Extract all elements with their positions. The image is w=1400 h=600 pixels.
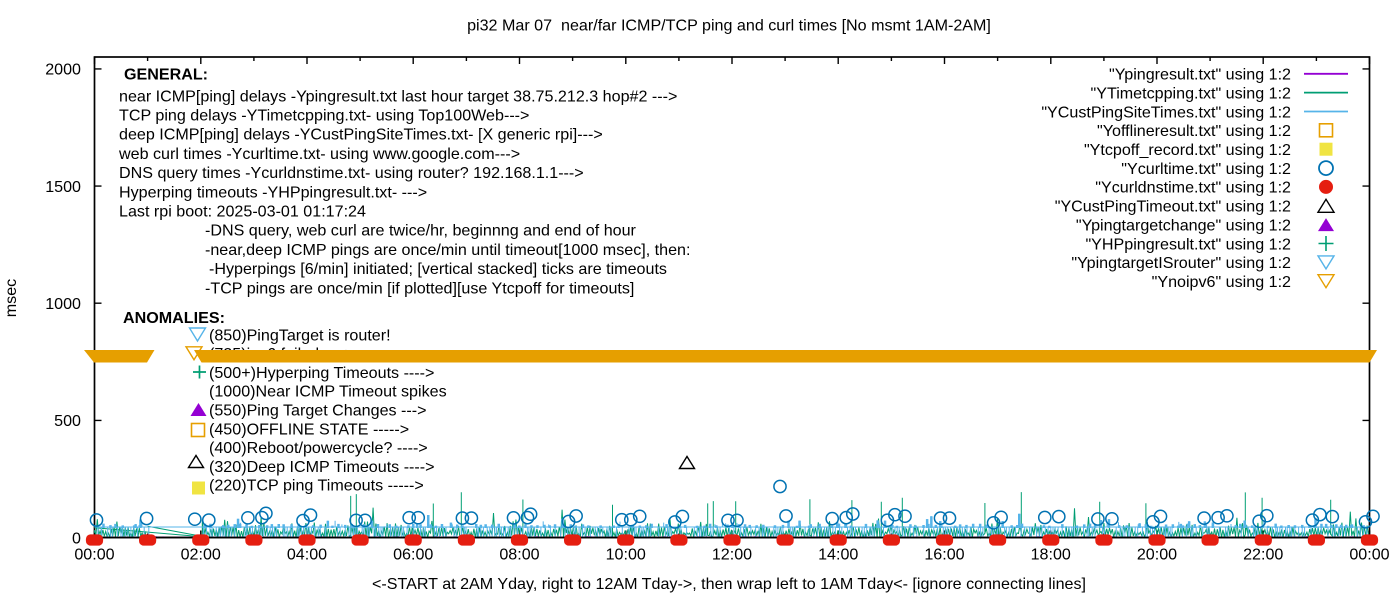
svg-text:deep ICMP[ping] delays -YCustP: deep ICMP[ping] delays -YCustPingSiteTim… — [119, 126, 603, 144]
svg-text:<-START at 2AM Yday, right to: <-START at 2AM Yday, right to 12AM Tday-… — [372, 575, 1086, 593]
svg-text:"Ynoipv6" using 1:2: "Ynoipv6" using 1:2 — [1152, 273, 1291, 291]
svg-text:06:00: 06:00 — [393, 546, 433, 564]
svg-text:(400)Reboot/powercycle? ---->: (400)Reboot/powercycle? ----> — [209, 439, 428, 457]
svg-text:web curl times -Ycurltime.txt-: web curl times -Ycurltime.txt- using www… — [118, 145, 520, 163]
svg-text:1500: 1500 — [45, 178, 81, 196]
svg-text:"Ycurldnstime.txt" using 1:2: "Ycurldnstime.txt" using 1:2 — [1095, 179, 1291, 197]
svg-text:"Ycurltime.txt" using 1:2: "Ycurltime.txt" using 1:2 — [1121, 160, 1291, 178]
svg-text:"YTimetcpping.txt" using 1:2: "YTimetcpping.txt" using 1:2 — [1091, 84, 1292, 102]
svg-text:Hyperping timeouts -YHPpingres: Hyperping timeouts -YHPpingresult.txt- -… — [119, 183, 427, 201]
svg-text:16:00: 16:00 — [924, 546, 964, 564]
svg-text:02:00: 02:00 — [181, 546, 221, 564]
svg-text:"Yofflineresult.txt" using 1:2: "Yofflineresult.txt" using 1:2 — [1097, 122, 1291, 140]
svg-text:10:00: 10:00 — [606, 546, 646, 564]
svg-text:"YCustPingTimeout.txt" using 1: "YCustPingTimeout.txt" using 1:2 — [1055, 198, 1291, 216]
svg-text:near ICMP[ping] delays -Ypingr: near ICMP[ping] delays -Ypingresult.txt … — [119, 87, 677, 105]
svg-text:(850)PingTarget is router!: (850)PingTarget is router! — [209, 326, 391, 344]
svg-text:DNS query times -Ycurldnstime.: DNS query times -Ycurldnstime.txt- using… — [119, 164, 584, 182]
svg-text:(320)Deep ICMP Timeouts ---->: (320)Deep ICMP Timeouts ----> — [209, 458, 435, 476]
svg-text:500: 500 — [54, 412, 81, 430]
svg-text:msec: msec — [2, 279, 20, 317]
svg-text:-near,deep ICMP pings are once: -near,deep ICMP pings are once/min until… — [205, 241, 690, 259]
svg-text:-Hyperpings [6/min] initiated;: -Hyperpings [6/min] initiated; [vertical… — [209, 260, 667, 278]
svg-text:"Ytcpoff_record.txt" using 1:2: "Ytcpoff_record.txt" using 1:2 — [1084, 141, 1291, 159]
svg-text:20:00: 20:00 — [1137, 546, 1177, 564]
svg-text:"YHPpingresult.txt" using 1:2: "YHPpingresult.txt" using 1:2 — [1085, 235, 1291, 253]
svg-text:22:00: 22:00 — [1243, 546, 1283, 564]
svg-text:(500+)Hyperping Timeouts ---->: (500+)Hyperping Timeouts ----> — [209, 364, 434, 382]
svg-text:00:00: 00:00 — [1349, 546, 1389, 564]
svg-text:0: 0 — [72, 529, 81, 547]
svg-text:04:00: 04:00 — [287, 546, 327, 564]
svg-text:(220)TCP ping Timeouts ----->: (220)TCP ping Timeouts -----> — [209, 477, 424, 495]
svg-text:Last rpi boot: 2025-03-01 01:1: Last rpi boot: 2025-03-01 01:17:24 — [119, 203, 366, 221]
svg-text:18:00: 18:00 — [1031, 546, 1071, 564]
svg-text:ANOMALIES:: ANOMALIES: — [123, 309, 225, 327]
svg-text:(550)Ping Target Changes --->: (550)Ping Target Changes ---> — [209, 402, 427, 420]
svg-text:1000: 1000 — [45, 295, 81, 313]
svg-text:"YCustPingSiteTimes.txt" using: "YCustPingSiteTimes.txt" using 1:2 — [1041, 103, 1291, 121]
svg-text:TCP ping delays -YTimetcpping.: TCP ping delays -YTimetcpping.txt- using… — [119, 107, 529, 125]
svg-text:pi32 Mar 07 near/far ICMP/TCP: pi32 Mar 07 near/far ICMP/TCP ping and c… — [467, 17, 991, 35]
svg-text:(450)OFFLINE STATE ----->: (450)OFFLINE STATE -----> — [209, 420, 409, 438]
svg-text:-DNS query, web curl are twice: -DNS query, web curl are twice/hr, begin… — [205, 222, 637, 240]
svg-text:"Ypingtargetchange" using 1:2: "Ypingtargetchange" using 1:2 — [1076, 216, 1291, 234]
svg-text:12:00: 12:00 — [712, 546, 752, 564]
svg-text:00:00: 00:00 — [74, 546, 114, 564]
svg-text:2000: 2000 — [45, 61, 81, 79]
svg-text:14:00: 14:00 — [818, 546, 858, 564]
svg-text:08:00: 08:00 — [499, 546, 539, 564]
svg-text:"Ypingresult.txt" using 1:2: "Ypingresult.txt" using 1:2 — [1109, 66, 1291, 84]
svg-text:(1000)Near ICMP Timeout spikes: (1000)Near ICMP Timeout spikes — [209, 383, 447, 401]
svg-text:-TCP pings are once/min [if pl: -TCP pings are once/min [if plotted][use… — [205, 279, 634, 297]
svg-text:"YpingtargetISrouter" using 1:: "YpingtargetISrouter" using 1:2 — [1071, 254, 1291, 272]
svg-text:GENERAL:: GENERAL: — [124, 66, 208, 84]
